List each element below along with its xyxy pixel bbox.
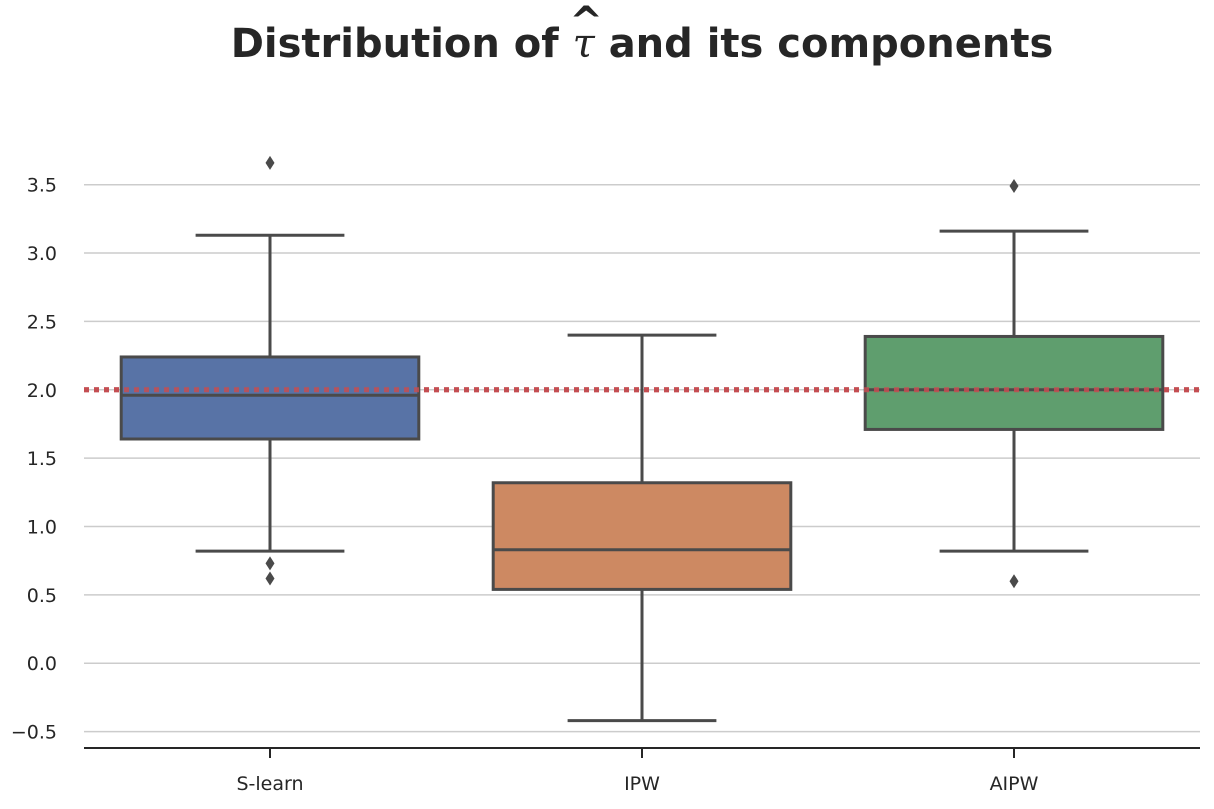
x-tick-label: AIPW [990, 773, 1039, 795]
x-tick-label: S-learn [236, 773, 303, 795]
title-prefix: Distribution of [231, 21, 573, 67]
title-suffix: and its components [595, 21, 1054, 67]
y-tick-label: 2.5 [27, 311, 57, 333]
chart-title: Distribution of τ and its components [231, 21, 1054, 67]
box-s-learn [119, 155, 421, 586]
iqr-box [863, 334, 1165, 431]
y-tick-label: 1.5 [27, 448, 57, 470]
title-tau-hat: ^ [569, 0, 603, 45]
box-ipw [491, 333, 793, 723]
y-tick-label: 1.0 [27, 517, 57, 539]
y-tick-label: −0.5 [11, 722, 57, 744]
title-tau-symbol: τ [573, 21, 596, 67]
outlier-point [265, 155, 275, 170]
iqr-box [119, 355, 421, 441]
axis-layer: −0.5 0.0 0.5 1.0 1.5 2.0 2.5 3.0 3.5 S-learn IPW AI… [11, 175, 1200, 795]
y-tick-label: 0.0 [27, 653, 57, 675]
x-tick-label: IPW [624, 773, 660, 795]
outlier-point [1009, 574, 1019, 589]
iqr-box [491, 481, 793, 591]
outlier-point [1009, 179, 1019, 194]
y-tick-label: 3.0 [27, 243, 57, 265]
outlier-point [265, 556, 275, 571]
y-tick-label: 3.5 [27, 175, 57, 197]
outlier-point [265, 571, 275, 586]
box-aipw [863, 179, 1165, 589]
y-tick-label: 0.5 [27, 585, 57, 607]
y-tick-label: 2.0 [27, 380, 57, 402]
box-layer [119, 155, 1165, 723]
